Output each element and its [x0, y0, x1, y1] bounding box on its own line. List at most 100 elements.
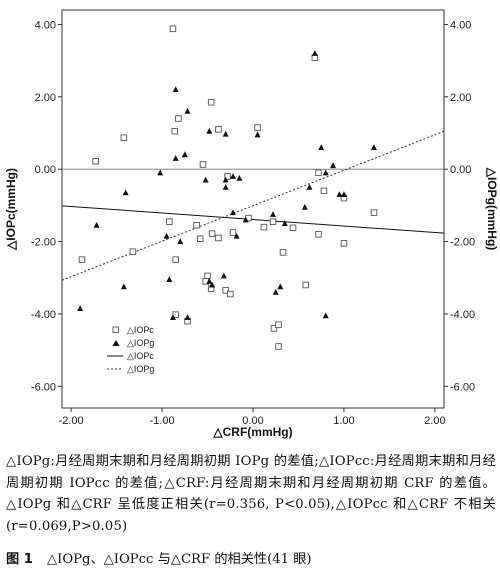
- iopg-point: [206, 127, 213, 134]
- iopc-point: [172, 256, 179, 263]
- iopc-point: [215, 126, 222, 133]
- iopc-point: [171, 127, 179, 135]
- iopg-point: [322, 312, 329, 319]
- iopg-point: [254, 131, 261, 138]
- iopc-point: [129, 248, 137, 255]
- fit-line-iopg: [61, 130, 445, 281]
- x-axis-label: △CRF(mmHg): [212, 425, 292, 439]
- iopg-point: [120, 283, 127, 290]
- iopc-point: [199, 161, 207, 168]
- x-tick-label: -2.00: [59, 415, 84, 427]
- legend: △IOPc △IOPg △IOPc △IOPg: [107, 325, 154, 374]
- iopg-point: [172, 86, 179, 93]
- iopc-point: [222, 287, 229, 294]
- iopc-point: [78, 256, 86, 263]
- legend-square-marker: [112, 326, 119, 333]
- iopc-point: [289, 224, 297, 232]
- iopc-point: [229, 229, 237, 236]
- y-tick-label-left: -4.00: [31, 309, 56, 321]
- y-tick-label-right: -2.00: [450, 237, 475, 249]
- x-axis-ticks: -2.00 -1.00 0.00 1.00 2.00: [59, 408, 446, 427]
- y-tick-label-right: 2.00: [450, 92, 471, 104]
- iopc-point: [370, 209, 378, 216]
- iopg-point: [322, 169, 329, 176]
- iopg-point: [233, 232, 240, 239]
- iopg-point: [157, 169, 164, 176]
- iopg-point: [370, 144, 377, 150]
- iopc-point: [315, 169, 322, 177]
- iopc-point: [207, 99, 215, 106]
- iopc-point: [169, 25, 177, 33]
- y-axis-right-label: △IOPg(mmHg): [485, 167, 499, 251]
- iopc-point: [270, 325, 278, 332]
- iopc-point: [320, 187, 328, 195]
- iopc-point: [166, 218, 173, 225]
- fit-lines: [61, 130, 445, 281]
- figure-title: 图 1 △IOPg、△IOPcc 与△CRF 的相关性(41 眼): [6, 548, 312, 567]
- iopc-point: [254, 124, 261, 131]
- legend-label-iopc-fit: △IOPc: [127, 351, 154, 361]
- iopg-point: [181, 151, 188, 158]
- iopc-point: [193, 222, 200, 229]
- figure-title-text: △IOPg、△IOPcc 与△CRF 的相关性(41 眼): [46, 552, 312, 567]
- iopg-point: [306, 183, 313, 190]
- y-axis-left-label: △IOPc(mmHg): [4, 168, 18, 251]
- iopc-point: [275, 321, 282, 329]
- y-tick-label-left: 0.00: [35, 164, 56, 176]
- y-tick-label-left: 2.00: [35, 92, 56, 104]
- caption-text: △IOPg:月经周期末期和月经周期初期 IOPg 的差值;△IOPcc:月经周期…: [6, 454, 496, 534]
- legend-label-iopc-points: △IOPc: [127, 325, 154, 335]
- iopg-point: [330, 162, 337, 169]
- iopg-point: [166, 276, 173, 283]
- iopc-point: [302, 281, 310, 289]
- iopc-point: [120, 134, 128, 141]
- y-tick-label-left: -6.00: [31, 381, 56, 393]
- y-tick-label-right: 0.00: [450, 164, 471, 176]
- iopg-point: [220, 272, 227, 279]
- iopg-point: [222, 176, 229, 183]
- y-axis-left-ticks: 4.00 2.00 0.00 -2.00 -4.00 -6.00: [31, 19, 62, 393]
- iopc-point: [215, 234, 222, 242]
- y-tick-label-left: -2.00: [31, 237, 56, 249]
- fit-line-iopc: [61, 205, 445, 234]
- y-axis-right-ticks: 4.00 2.00 0.00 -2.00 -4.00 -6.00: [444, 19, 475, 393]
- iopc-point: [224, 173, 231, 180]
- iopc-point: [275, 343, 282, 350]
- iopc-point: [204, 272, 211, 280]
- iopc-point: [315, 231, 322, 238]
- iopg-point: [163, 232, 170, 239]
- iopc-point: [196, 235, 204, 242]
- iopg-point: [281, 220, 288, 226]
- iopc-point: [269, 218, 277, 225]
- x-tick-label: 2.00: [424, 415, 445, 427]
- iopg-point: [236, 174, 243, 181]
- iopc-point: [175, 115, 182, 122]
- legend-label-iopg-points: △IOPg: [127, 338, 154, 348]
- iopg-point: [222, 130, 229, 137]
- iopg-point: [122, 189, 129, 196]
- iopg-point: [336, 191, 343, 198]
- iopg-point: [77, 305, 84, 311]
- data-points: [77, 25, 378, 350]
- x-tick-label: 0.00: [242, 415, 263, 427]
- iopg-point: [318, 144, 325, 150]
- x-tick-label: 1.00: [333, 415, 354, 427]
- iopg-point: [93, 221, 100, 228]
- iopg-point: [272, 288, 279, 295]
- legend-triangle-marker: [112, 340, 120, 346]
- y-tick-label-right: -6.00: [450, 381, 475, 393]
- iopg-point: [270, 211, 277, 217]
- y-tick-label-left: 4.00: [35, 19, 56, 31]
- iopc-point: [260, 223, 268, 231]
- iopg-point: [277, 283, 284, 290]
- iopc-point: [227, 290, 234, 298]
- iopc-point: [279, 249, 287, 256]
- legend-label-iopg-fit: △IOPg: [127, 364, 154, 374]
- iopg-point: [184, 314, 191, 321]
- plot-frame: [61, 9, 445, 409]
- iopc-point: [340, 240, 348, 247]
- iopg-point: [202, 176, 209, 183]
- y-tick-label-right: -4.00: [450, 309, 475, 321]
- iopg-point: [184, 108, 191, 114]
- iopg-point: [229, 173, 236, 179]
